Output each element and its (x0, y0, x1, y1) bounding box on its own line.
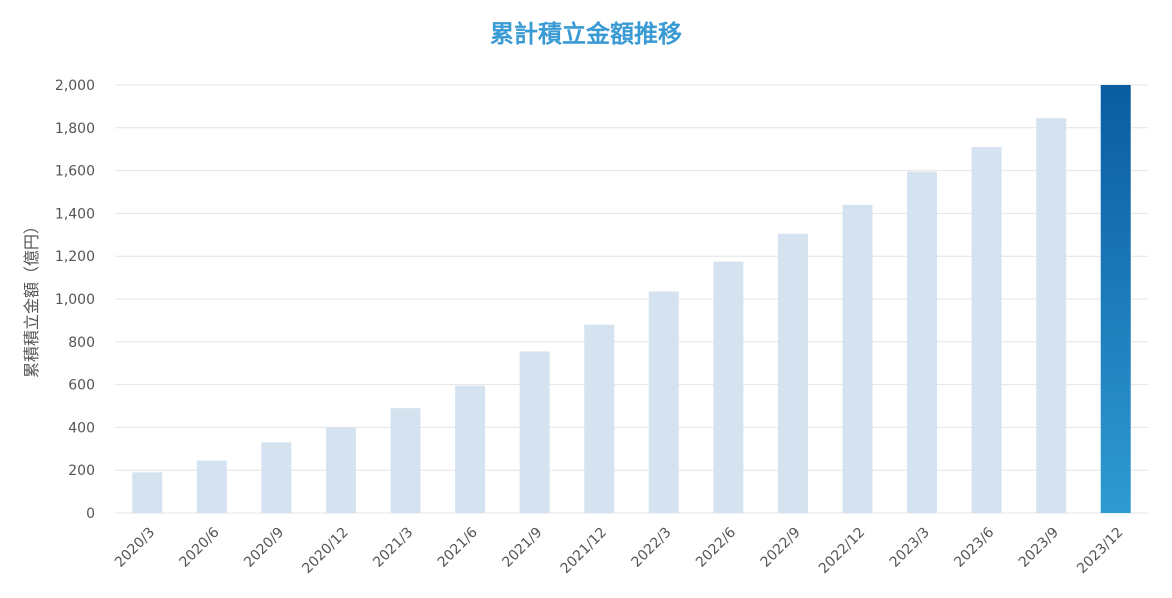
x-tick-label: 2020/9 (241, 525, 287, 571)
bar-2021/6 (455, 385, 486, 513)
x-tick-label: 2023/3 (887, 525, 933, 571)
bar-2021/12 (584, 324, 615, 513)
x-tick-label: 2022/3 (628, 525, 674, 571)
x-tick-label: 2022/9 (758, 525, 804, 571)
bar-2021/9 (519, 351, 550, 513)
x-tick-label: 2022/12 (816, 525, 868, 577)
x-tick-label: 2021/12 (558, 525, 610, 577)
x-tick-label: 2020/12 (299, 525, 351, 577)
y-tick-label: 200 (68, 463, 95, 479)
bar-2021/3 (390, 408, 421, 513)
bar-2022/9 (777, 233, 808, 514)
bar-2020/3 (132, 472, 163, 513)
x-tick-label: 2021/6 (435, 524, 481, 570)
x-tick-label: 2023/9 (1016, 525, 1062, 571)
bar-2022/12 (842, 204, 873, 513)
bar-2020/9 (261, 442, 292, 513)
x-tick-label: 2021/3 (370, 525, 416, 571)
y-tick-label: 1,200 (55, 249, 95, 265)
x-tick-label: 2023/12 (1074, 525, 1126, 577)
bar-2022/3 (648, 291, 679, 513)
bar-2020/6 (196, 460, 227, 513)
bar-2022/6 (713, 261, 744, 513)
y-tick-labels: 0 200 400 600 800 1,000 1,200 1,400 1,600 1,800 2,… (55, 78, 95, 522)
y-tick-label: 2,000 (55, 78, 95, 94)
y-tick-label: 800 (68, 335, 95, 351)
x-tick-labels: 2020/3 2020/6 2020/9 2020/12 2021/3 2021/6 202… (112, 524, 1127, 577)
x-tick-label: 2022/6 (693, 524, 739, 570)
y-tick-label: 400 (68, 420, 95, 436)
y-tick-label: 1,000 (55, 292, 95, 308)
bar-2023/3 (907, 171, 938, 514)
bar-2023/6 (971, 147, 1002, 513)
x-tick-label: 2021/9 (499, 525, 545, 571)
x-tick-label: 2020/6 (177, 524, 223, 570)
x-tick-label: 2020/3 (112, 525, 158, 571)
y-tick-label: 0 (86, 506, 95, 522)
bar-2023/9 (1036, 118, 1067, 514)
y-tick-label: 1,800 (55, 121, 95, 137)
y-tick-label: 600 (68, 378, 95, 394)
grid-lines (115, 84, 1148, 514)
bar-2023/12 (1100, 85, 1131, 513)
bars (132, 85, 1131, 514)
y-tick-label: 1,600 (55, 164, 95, 180)
x-tick-label: 2023/6 (951, 524, 997, 570)
chart-title: 累計積立金額推移 (490, 20, 682, 48)
y-tick-label: 1,400 (55, 206, 95, 222)
bar-2020/12 (325, 427, 356, 513)
